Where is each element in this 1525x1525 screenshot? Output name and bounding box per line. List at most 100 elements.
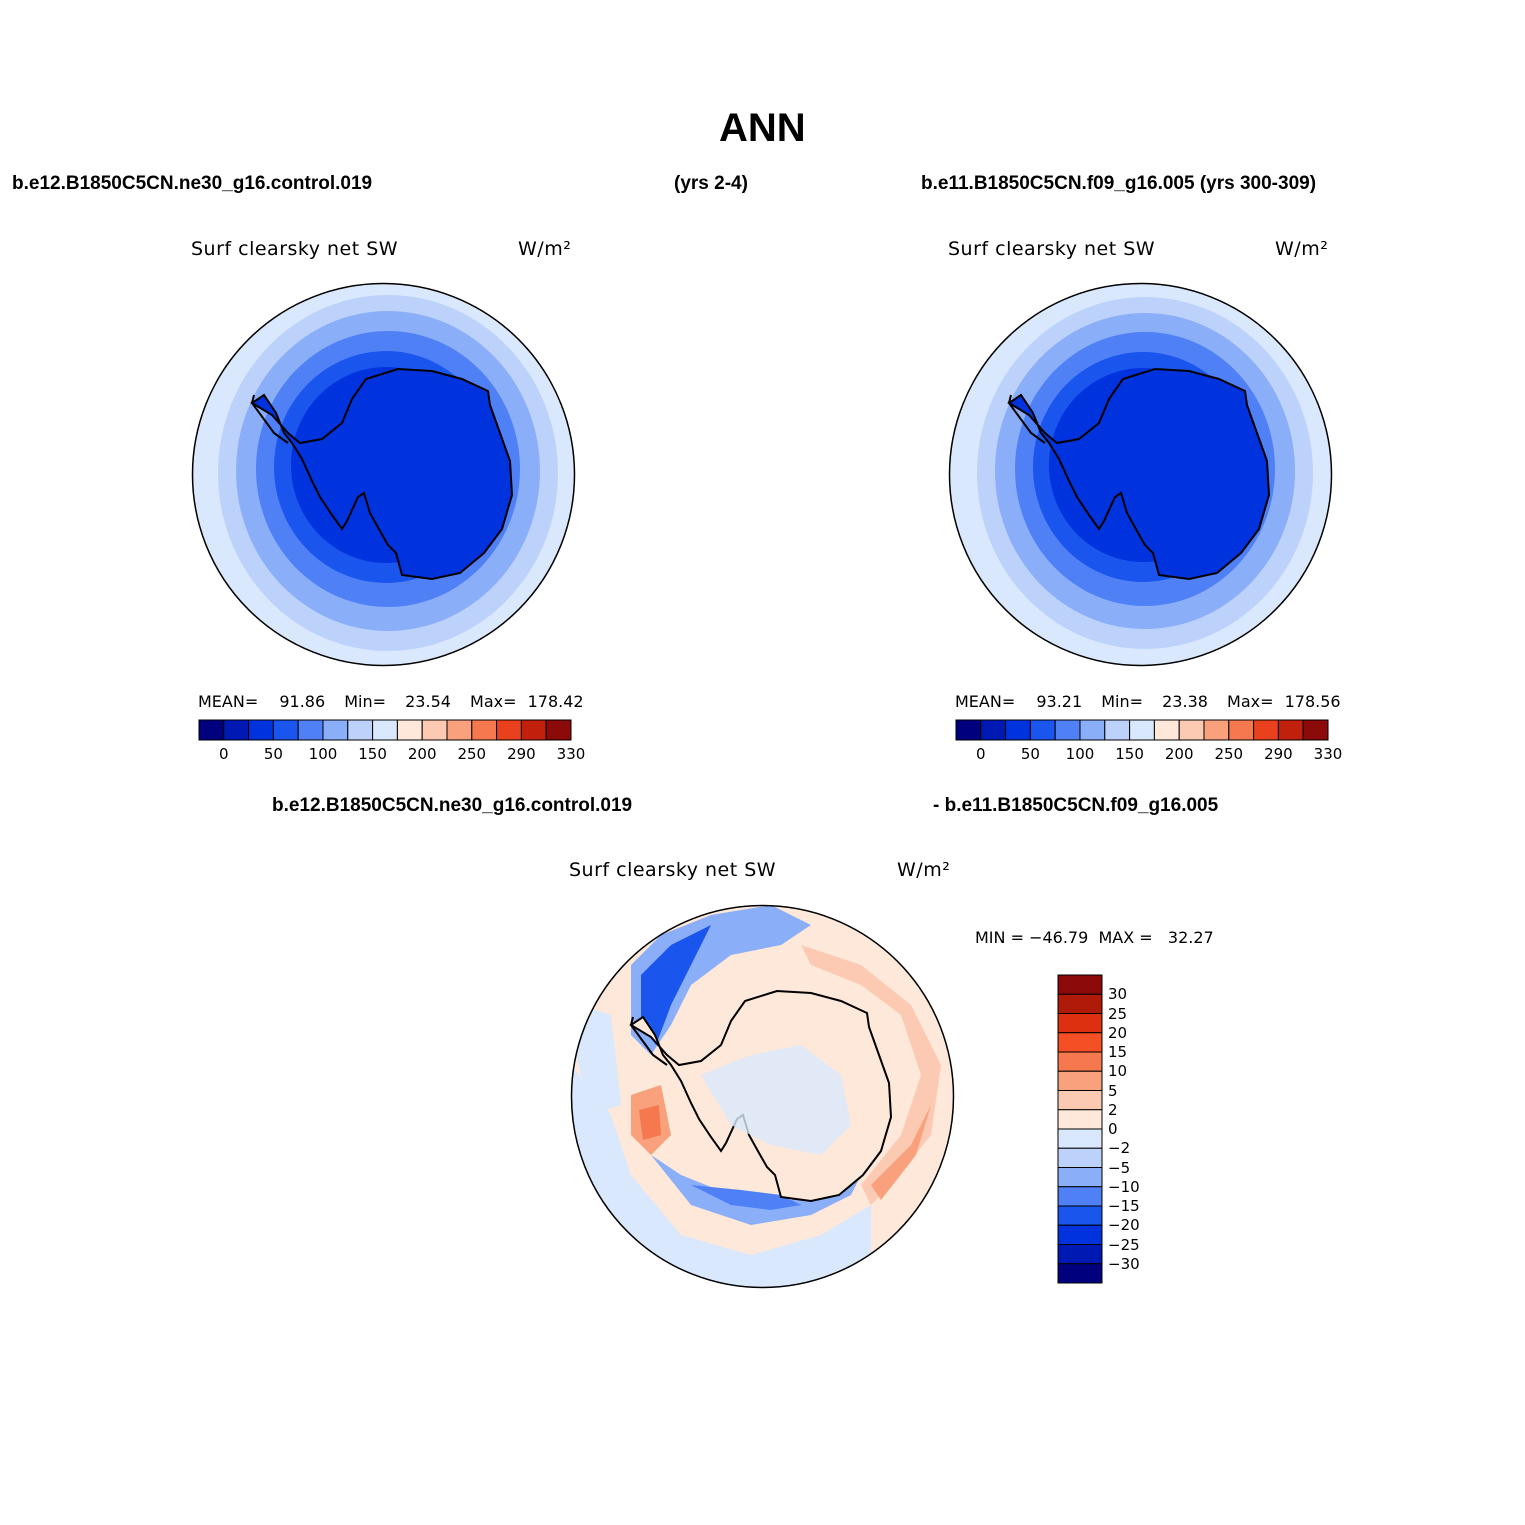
difference-colorbar-box	[1057, 1167, 1103, 1188]
difference-colorbar-box	[1057, 1263, 1103, 1284]
right-colorbar-box	[955, 719, 982, 741]
difference-colorbar-tick-label: −15	[1108, 1197, 1140, 1215]
left-colorbar-box	[272, 719, 299, 741]
figure-title: ANN	[719, 106, 806, 150]
left-mean-value: 91.86	[279, 692, 326, 711]
diff-header-left: b.e12.B1850C5CN.ne30_g16.control.019	[272, 795, 633, 816]
difference-colorbar-box	[1057, 1128, 1103, 1149]
right-colorbar-box	[1054, 719, 1081, 741]
right-colorbar-box	[1228, 719, 1255, 741]
left-colorbar-box	[520, 719, 547, 741]
left-colorbar-box	[471, 719, 498, 741]
right-colorbar-tick-label: 50	[1020, 745, 1040, 763]
left-min-value: 23.54	[405, 692, 451, 711]
left-units: W/m²	[518, 238, 572, 260]
right-colorbar-tick-label: 150	[1115, 745, 1144, 763]
right-colorbar-tick-label: 0	[976, 745, 986, 763]
difference-colorbar-tick-label: −25	[1108, 1235, 1140, 1254]
left-mean-label: MEAN=	[198, 692, 259, 711]
left-colorbar-box	[347, 719, 374, 741]
right-mean-label: MEAN=	[955, 692, 1016, 711]
diff-subtitle: Surf clearsky net SW	[569, 859, 777, 881]
right-colorbar-box	[1104, 719, 1131, 741]
left-polar-map	[191, 282, 576, 667]
difference-colorbar-tick-label: −2	[1108, 1139, 1131, 1158]
right-colorbar-box	[980, 719, 1007, 741]
right-colorbar-tick-label: 290	[1264, 745, 1293, 763]
left-colorbar-tick-label: 50	[263, 745, 283, 763]
difference-colorbar-box	[1057, 1109, 1103, 1130]
left-colorbar-tick-label: 250	[457, 745, 487, 763]
left-colorbar-tick-label: 150	[358, 745, 387, 763]
difference-colorbar-box	[1057, 1147, 1103, 1168]
difference-colorbar-box	[1057, 1051, 1103, 1072]
difference-colorbar-tick-label: 15	[1108, 1043, 1128, 1061]
difference-colorbar-box	[1057, 1186, 1103, 1207]
left-colorbar-box	[421, 719, 448, 741]
left-colorbar-tick-label: 100	[308, 745, 338, 763]
difference-colorbar-tick-label: 5	[1108, 1081, 1118, 1100]
left-subtitle: Surf clearsky net SW	[191, 238, 399, 260]
difference-colorbar-box	[1057, 993, 1103, 1014]
right-colorbar-tick-label: 250	[1214, 745, 1244, 763]
difference-colorbar-tick-label: −10	[1108, 1177, 1140, 1196]
left-colorbar-box	[322, 719, 349, 741]
difference-colorbar	[1057, 974, 1103, 1284]
right-colorbar-box	[1029, 719, 1056, 741]
left-case-header: b.e12.B1850C5CN.ne30_g16.control.019	[12, 173, 373, 194]
right-min-value: 23.38	[1162, 692, 1208, 711]
right-units: W/m²	[1275, 238, 1329, 260]
left-colorbar-tick-label: 200	[407, 745, 437, 763]
left-colorbar-box	[223, 719, 250, 741]
right-colorbar-box	[1203, 719, 1230, 741]
left-colorbar-box	[396, 719, 423, 741]
left-colorbar-box	[545, 719, 572, 741]
left-colorbar-box	[372, 719, 398, 741]
difference-colorbar-box	[1057, 1224, 1103, 1245]
difference-colorbar-box	[1057, 1070, 1103, 1091]
left-colorbar-tick-label: 330	[556, 745, 586, 763]
left-max-value: 178.42	[527, 692, 584, 711]
left-colorbar-box	[248, 719, 274, 741]
diff-header-right: - b.e11.B1850C5CN.f09_g16.005	[933, 795, 1219, 816]
right-colorbar-tick-label: 200	[1164, 745, 1194, 763]
difference-colorbar-tick-label: −5	[1108, 1158, 1131, 1177]
right-polar-map	[948, 282, 1333, 667]
right-stats: MEAN= 93.21 Min= 23.38 Max= 178.56	[955, 692, 1341, 711]
left-years-header: (yrs 2-4)	[674, 173, 748, 194]
difference-colorbar-tick-label: 2	[1108, 1100, 1118, 1119]
right-colorbar-box	[1129, 719, 1155, 741]
diff-minmax: MIN = −46.79 MAX = 32.27	[975, 928, 1214, 947]
right-colorbar-box	[1079, 719, 1106, 741]
difference-colorbar-tick-label: 30	[1108, 985, 1128, 1004]
left-colorbar-tick-label: 290	[507, 745, 536, 763]
difference-colorbar-labels: 30 25 20 15 10 5 2 0 −2 −5 −10 −15 −20 −25 −30	[1108, 975, 1168, 1283]
right-subtitle: Surf clearsky net SW	[948, 238, 1156, 260]
right-max-label: Max=	[1227, 692, 1274, 711]
difference-colorbar-tick-label: 0	[1108, 1120, 1118, 1138]
difference-colorbar-box	[1057, 1032, 1103, 1053]
difference-colorbar-box	[1057, 1205, 1103, 1226]
right-min-label: Min=	[1101, 692, 1144, 711]
right-max-value: 178.56	[1284, 692, 1341, 711]
left-colorbar-tick-label: 0	[219, 745, 229, 763]
right-colorbar-box	[1005, 719, 1031, 741]
left-colorbar-box	[496, 719, 522, 741]
right-colorbar-box	[1153, 719, 1180, 741]
difference-colorbar-box	[1057, 974, 1103, 995]
left-colorbar	[198, 719, 572, 741]
difference-colorbar-box	[1057, 1013, 1103, 1034]
right-mean-value: 93.21	[1036, 692, 1083, 711]
right-colorbar	[955, 719, 1329, 741]
left-colorbar-box	[198, 719, 225, 741]
difference-polar-map	[570, 904, 955, 1289]
difference-colorbar-tick-label: −30	[1108, 1254, 1140, 1273]
left-colorbar-box	[446, 719, 473, 741]
right-colorbar-labels: 0 50 100 150 200 250 290 330	[956, 745, 1342, 765]
right-case-header: b.e11.B1850C5CN.f09_g16.005 (yrs 300-309…	[921, 173, 1317, 194]
left-colorbar-labels: 0 50 100 150 200 250 290 330	[199, 745, 585, 765]
difference-colorbar-tick-label: 20	[1108, 1023, 1128, 1042]
left-max-label: Max=	[470, 692, 517, 711]
right-colorbar-tick-label: 330	[1313, 745, 1343, 763]
